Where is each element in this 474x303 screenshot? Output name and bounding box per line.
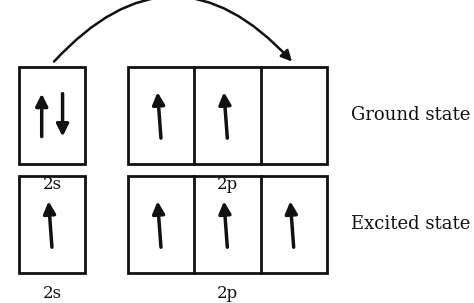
Bar	[19, 176, 85, 273]
Text: Ground state: Ground state	[351, 106, 470, 124]
FancyArrowPatch shape	[54, 0, 290, 62]
Text: 2p: 2p	[217, 285, 238, 302]
Bar	[128, 176, 327, 273]
Bar	[128, 67, 327, 164]
Text: Excited state: Excited state	[351, 215, 470, 233]
Text: 2s: 2s	[43, 176, 62, 193]
Text: 2s: 2s	[43, 285, 62, 302]
Text: 2p: 2p	[217, 176, 238, 193]
Bar	[19, 67, 85, 164]
